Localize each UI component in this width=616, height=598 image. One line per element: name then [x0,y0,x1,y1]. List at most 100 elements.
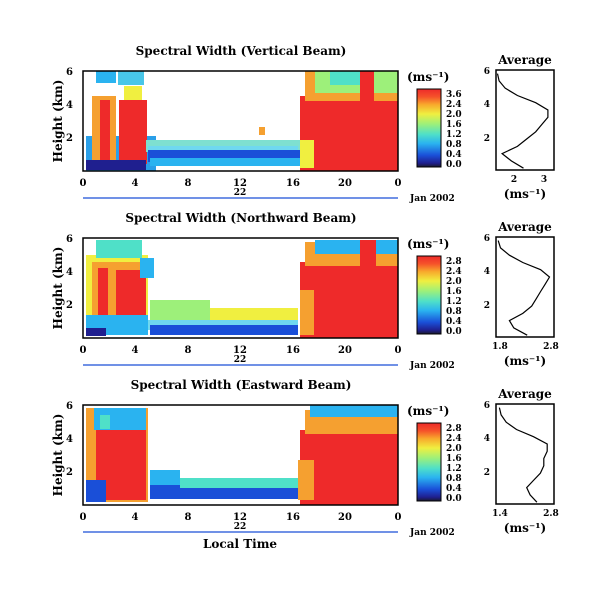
svg-text:1.8: 1.8 [492,342,508,352]
average-x-label: (ms⁻¹) [504,521,546,535]
colorbar-ticks: 3.6 2.4 2.0 1.6 1.2 0.8 0.4 0.0 [446,90,462,170]
svg-text:2.4: 2.4 [446,434,462,444]
colorbar [416,88,442,168]
svg-text:0: 0 [80,178,87,189]
date-tick: 22 [234,355,247,365]
svg-text:2.4: 2.4 [446,267,462,277]
svg-text:0.0: 0.0 [446,160,462,170]
colorbar-unit: (ms⁻¹) [407,237,449,251]
average-title: Average [497,53,552,67]
svg-text:16: 16 [286,178,300,189]
svg-text:2: 2 [66,300,73,311]
svg-text:8: 8 [185,345,192,356]
average-x-axis: 1.8 2.8 [492,342,559,352]
average-frame [495,69,555,171]
average-profile-line [496,73,549,169]
average-x-label: (ms⁻¹) [504,187,546,201]
colorbar [416,255,442,335]
svg-text:0.4: 0.4 [446,317,462,327]
average-title: Average [497,220,552,234]
svg-text:12: 12 [233,178,247,189]
svg-text:4: 4 [484,100,490,110]
svg-text:2: 2 [66,467,73,478]
y-axis-label: Height (km) [51,80,65,163]
heatmap [83,405,398,505]
svg-text:2.8: 2.8 [446,424,462,434]
average-x-axis: 2 3 [511,175,547,185]
svg-text:0: 0 [80,345,87,356]
svg-text:12: 12 [233,345,247,356]
average-x-axis: 1.4 2.8 [492,509,559,519]
panel-title: Spectral Width (Northward Beam) [125,211,356,225]
svg-text:0.8: 0.8 [446,140,462,150]
svg-text:1.6: 1.6 [446,120,462,130]
svg-text:0.8: 0.8 [446,474,462,484]
svg-text:1.4: 1.4 [492,509,508,519]
svg-text:2: 2 [484,301,490,311]
date-label: Jan 2002 [409,528,455,538]
svg-text:0: 0 [80,512,87,523]
average-frame [495,236,555,338]
svg-text:2: 2 [484,134,490,144]
svg-text:0.4: 0.4 [446,484,462,494]
svg-text:4: 4 [132,512,139,523]
svg-text:2: 2 [66,133,73,144]
average-x-label: (ms⁻¹) [504,354,546,368]
x-axis: 0 4 8 12 16 20 0 [80,345,402,356]
svg-text:2.4: 2.4 [446,100,462,110]
svg-text:4: 4 [132,345,139,356]
y-axis-label: Height (km) [51,414,65,497]
svg-text:1.2: 1.2 [446,130,462,140]
heatmap [83,71,398,171]
average-profile-line [498,407,548,503]
colorbar-ticks: 2.8 2.4 2.0 1.6 1.2 0.8 0.4 0.0 [446,424,462,504]
svg-text:2.0: 2.0 [446,110,462,120]
svg-text:16: 16 [286,345,300,356]
x-axis: 0 4 8 12 16 20 0 [80,512,402,523]
svg-text:6: 6 [484,234,490,244]
x-axis-label: Local Time [203,537,277,551]
svg-text:4: 4 [484,434,490,444]
svg-text:1.2: 1.2 [446,297,462,307]
svg-text:6: 6 [66,234,73,245]
svg-text:2.8: 2.8 [543,509,559,519]
svg-text:2.8: 2.8 [543,342,559,352]
panel-northward-beam: Spectral Width (Northward Beam) 6 4 [51,211,559,371]
average-y-axis: 6 4 2 [484,67,490,144]
y-axis: 6 4 2 [66,234,73,311]
date-label: Jan 2002 [409,194,455,204]
panel-title: Spectral Width (Vertical Beam) [136,44,347,58]
x-axis: 0 4 8 12 16 20 0 [80,178,402,189]
svg-text:6: 6 [66,67,73,78]
svg-text:6: 6 [484,67,490,77]
average-y-axis: 6 4 2 [484,401,490,478]
svg-text:0: 0 [395,512,402,523]
svg-text:3.6: 3.6 [446,90,462,100]
svg-text:1.2: 1.2 [446,464,462,474]
svg-text:0.4: 0.4 [446,150,462,160]
svg-text:16: 16 [286,512,300,523]
svg-text:20: 20 [338,178,352,189]
svg-text:0.8: 0.8 [446,307,462,317]
svg-text:8: 8 [185,512,192,523]
svg-text:4: 4 [132,178,139,189]
svg-text:1.6: 1.6 [446,287,462,297]
plot-frame [82,404,399,506]
plot-frame [82,237,399,339]
panel-eastward-beam: Spectral Width (Eastward Beam) 6 4 2 Hei… [51,378,559,538]
y-axis: 6 4 2 [66,401,73,478]
svg-text:2.0: 2.0 [446,444,462,454]
colorbar [416,422,442,502]
svg-text:20: 20 [338,345,352,356]
panel-title: Spectral Width (Eastward Beam) [131,378,352,392]
date-tick: 22 [234,522,247,532]
panel-vertical-beam: Spectral Width (Vertical Beam) 6 [51,44,555,204]
svg-text:0.0: 0.0 [446,327,462,337]
colorbar-unit: (ms⁻¹) [407,70,449,84]
svg-text:4: 4 [66,267,73,278]
average-y-axis: 6 4 2 [484,234,490,311]
svg-text:4: 4 [66,434,73,445]
date-tick: 22 [234,188,247,198]
y-axis-label: Height (km) [51,247,65,330]
